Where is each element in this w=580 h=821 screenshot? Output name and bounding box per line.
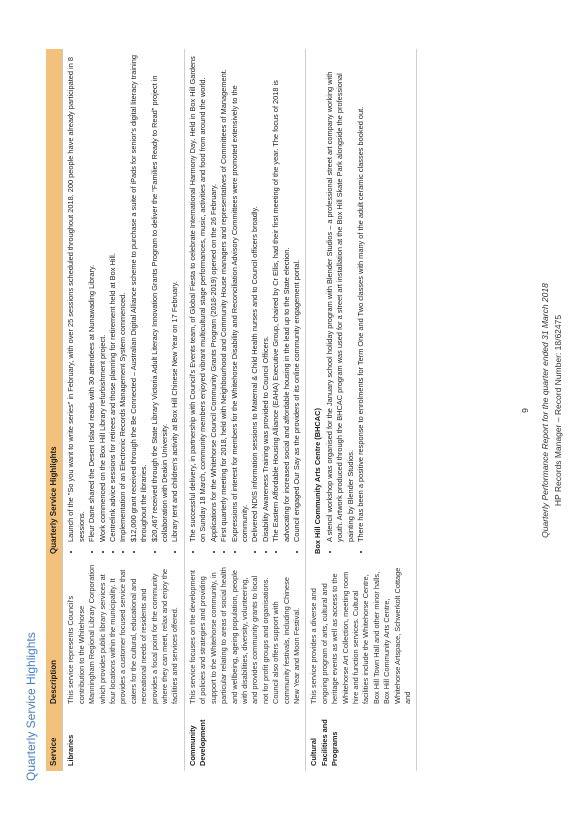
- page-number: 9: [520, 408, 530, 413]
- highlight-item: Centrelink advice sessions for retirees …: [108, 54, 118, 542]
- service-description: This service focuses on the development …: [184, 559, 306, 709]
- highlight-item: Expressions of interest for members for …: [230, 54, 251, 542]
- highlight-item: A stencil workshop was organised for the…: [325, 54, 356, 542]
- highlight-item: The successful delivery, in partnership …: [188, 54, 209, 542]
- section-title: Quarterly Service Highlights: [24, 632, 38, 781]
- highlight-item: Disability Awareness Training was provid…: [261, 54, 271, 542]
- highlights-subheading: Box Hill Community Arts Centre (BHCAC): [313, 408, 323, 554]
- highlight-item: Launch of the "So you want to write seri…: [66, 54, 87, 542]
- header-description: Description: [46, 559, 63, 709]
- highlight-item: $20,467 received through the State Libra…: [150, 54, 171, 542]
- highlight-item: Library tent and children's activity at …: [170, 54, 180, 542]
- highlight-item: First quarterly meeting for 2018, held w…: [219, 54, 229, 542]
- footer-report-title: Quarterly Performance Report for the qua…: [540, 283, 550, 538]
- highlight-item: Implementation of an Electronic Records …: [118, 54, 128, 542]
- highlight-item: Delivered NDIS information sessions to M…: [250, 54, 260, 542]
- service-description: This service represents Council's contri…: [62, 559, 185, 709]
- table-header-row: Service Description Quarterly Service Hi…: [46, 49, 63, 771]
- footer-record-number: HP Records Manager – Record Number: 18/6…: [553, 314, 563, 507]
- table-row: Libraries This service represents Counci…: [62, 49, 185, 771]
- table-row: Community Development This service focus…: [184, 49, 306, 771]
- service-highlights: The successful delivery, in partnership …: [184, 49, 306, 559]
- service-name: Libraries: [62, 709, 185, 771]
- header-highlights: Quarterly Service Highlights: [46, 49, 63, 559]
- highlight-item: Council engaged Our Say as the providers…: [292, 54, 302, 542]
- highlight-item: Applications for the Whitehorse Council …: [209, 54, 219, 542]
- service-name: Community Development: [184, 709, 306, 771]
- service-description: This service provides a diverse and ongo…: [305, 559, 417, 709]
- highlight-item: There has been a positive response to en…: [356, 54, 366, 542]
- highlight-item: Fleur Dane shared the Desert Island read…: [87, 54, 97, 542]
- service-name: Cultural Facilities and Programs: [305, 709, 417, 771]
- highlight-item: $12,000 grant received through the Be Co…: [129, 54, 150, 542]
- header-service: Service: [46, 709, 63, 771]
- highlight-item: The Eastern Affordable Housing Alliance …: [271, 54, 292, 542]
- highlight-item: Work commenced on the Box Hill Library r…: [98, 54, 108, 542]
- table-row: Cultural Facilities and Programs This se…: [305, 49, 417, 771]
- service-highlights: Launch of the "So you want to write seri…: [62, 49, 185, 559]
- service-highlights-table: Service Description Quarterly Service Hi…: [46, 49, 417, 771]
- service-highlights: Box Hill Community Arts Centre (BHCAC) A…: [305, 49, 417, 559]
